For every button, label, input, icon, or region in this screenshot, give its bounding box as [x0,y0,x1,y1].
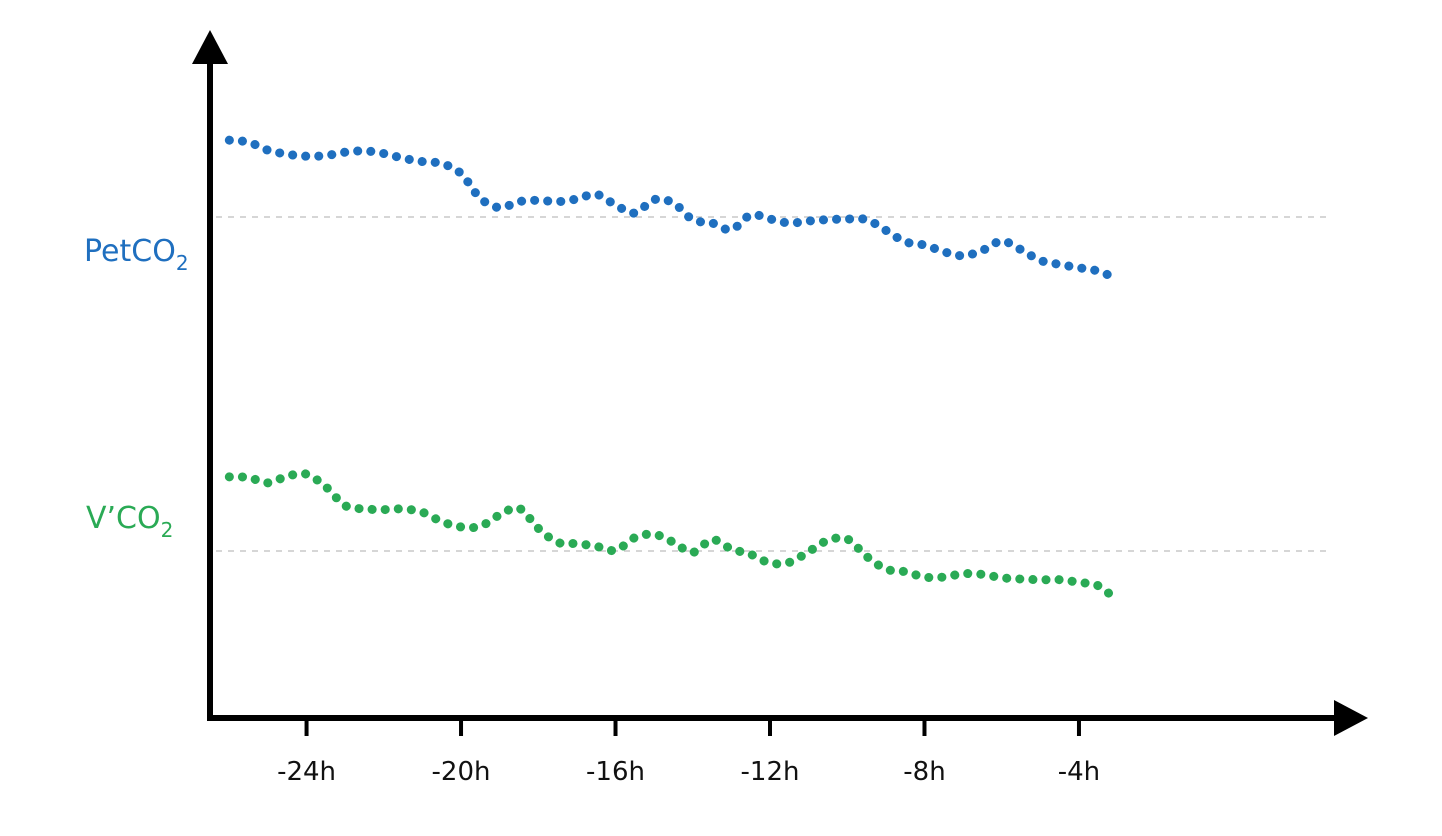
series-label-petco2: PetCO2 [84,234,189,275]
y-axis-arrow-icon [192,30,228,64]
x-tick-label: -4h [1058,757,1100,787]
x-ticks: -24h -20h -16h -12h -8h -4h [277,718,1100,787]
x-tick-label: -8h [903,757,945,787]
series-layer [224,135,1123,606]
series-label-vco2: V’CO2 [86,501,173,542]
x-tick-label: -24h [277,757,336,787]
x-tick-label: -12h [741,757,800,787]
series-line-0 [224,135,1123,284]
series-line-1 [224,469,1123,606]
series-labels: PetCO2 V’CO2 [84,234,189,542]
x-axis-arrow-icon [1334,700,1368,736]
axes [192,30,1368,736]
x-tick-label: -20h [432,757,491,787]
reference-lines [216,216,1330,552]
x-tick-label: -16h [586,757,645,787]
